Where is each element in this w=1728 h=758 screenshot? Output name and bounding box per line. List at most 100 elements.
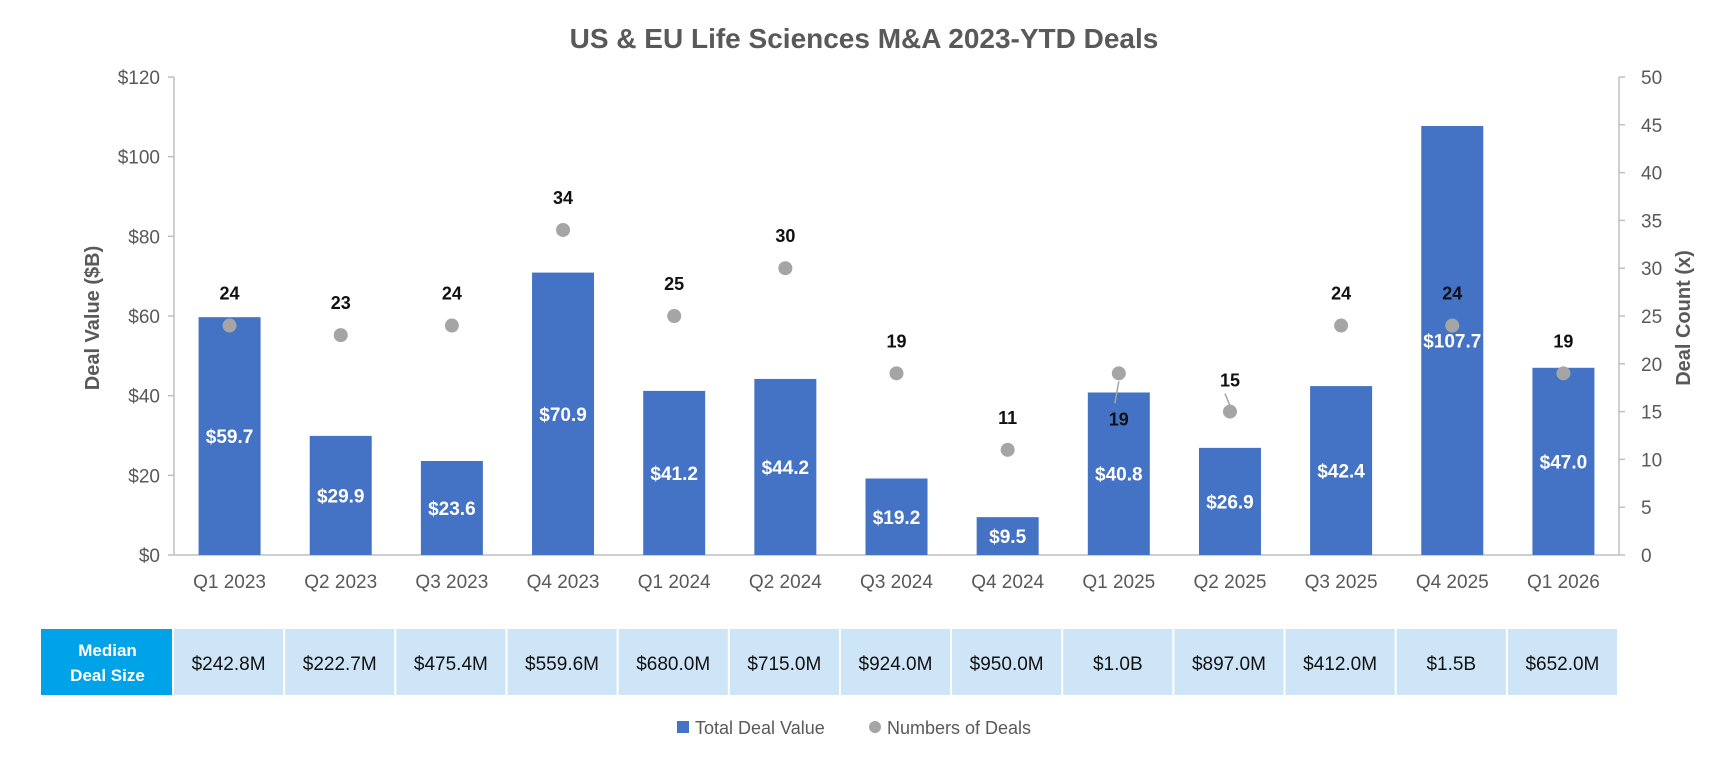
leader-line: [1114, 381, 1120, 404]
y-tick-label: $40: [128, 387, 160, 408]
point-value-label: 23: [331, 293, 351, 313]
point-value-label: 19: [1553, 331, 1573, 351]
x-tick-label: Q3 2023: [415, 572, 488, 593]
median-cell: [840, 629, 951, 695]
median-cell: [1285, 629, 1395, 695]
y2-tick-label: 45: [1641, 116, 1662, 137]
point-value-label: 24: [1331, 284, 1351, 304]
point-value-label: 24: [442, 284, 462, 304]
bar: [1198, 447, 1261, 555]
bar-value-label: $42.4: [1317, 462, 1365, 483]
legend-bar-label: Total Deal Value: [695, 718, 825, 738]
x-tick-label: Q3 2024: [860, 572, 933, 593]
median-cell-value: $950.0M: [970, 654, 1044, 675]
point-value-label: 15: [1220, 371, 1240, 391]
bar: [1532, 367, 1595, 555]
legend-bar-swatch: [677, 721, 689, 733]
bar: [754, 378, 817, 555]
point-value-label: 25: [664, 274, 684, 294]
y2-tick-label: 5: [1641, 498, 1652, 519]
bar-series: $59.7 $29.9 $23.6 $70.9 $41.2 $44.2 $19.2 $9.5 $…: [198, 125, 1595, 556]
bar: [1310, 386, 1373, 555]
x-tick-label: Q4 2025: [1416, 572, 1489, 593]
y2-tick-label: 20: [1641, 355, 1662, 376]
point-value-label: 24: [1442, 284, 1462, 304]
median-cell: [174, 629, 284, 695]
y-tick-label: $20: [128, 466, 160, 487]
bar-value-label: $26.9: [1206, 492, 1254, 513]
median-cell: [507, 629, 617, 695]
point: [778, 261, 793, 276]
y2-tick-label: 10: [1641, 450, 1662, 471]
bar: [532, 272, 595, 555]
point: [889, 366, 904, 381]
y-tick-label: $0: [139, 546, 160, 567]
x-tick-label: Q2 2024: [749, 572, 822, 593]
median-cell: [618, 629, 728, 695]
point: [1445, 318, 1460, 333]
bar-value-label: $59.7: [206, 427, 254, 448]
bar: [865, 478, 928, 555]
median-cell: [285, 629, 395, 695]
x-tick-label: Q1 2025: [1082, 572, 1155, 593]
legend-point-label: Numbers of Deals: [887, 718, 1031, 738]
median-cell-value: $924.0M: [859, 654, 933, 675]
bar: [1087, 392, 1150, 555]
bar-value-label: $29.9: [317, 486, 365, 507]
point-value-label: 19: [886, 331, 906, 351]
median-cell-value: $559.6M: [525, 654, 599, 675]
point-value-label: 24: [220, 284, 240, 304]
median-cell-value: $222.7M: [303, 654, 377, 675]
bar-value-label: $41.2: [650, 464, 698, 485]
median-cell-value: $897.0M: [1192, 654, 1266, 675]
point: [1222, 404, 1237, 419]
legend: Total Deal Value Numbers of Deals: [677, 718, 1031, 738]
y-tick-label: $100: [118, 148, 160, 169]
median-header-line-2: Deal Size: [70, 666, 145, 685]
median-deal-size-table: Median Deal Size $242.8M $222.7M $475.4M $559…: [41, 629, 1617, 695]
median-cell-value: $412.0M: [1303, 654, 1377, 675]
median-header-cell: [41, 629, 172, 695]
point-value-label: 11: [998, 408, 1017, 428]
y-axis-label: Deal Value ($B): [82, 246, 104, 391]
y-tick-label: $120: [118, 68, 160, 89]
median-cell: [1396, 629, 1506, 695]
point: [444, 318, 459, 333]
median-cell-value: $715.0M: [747, 654, 821, 675]
point: [333, 328, 348, 343]
bar-value-label: $40.8: [1095, 465, 1143, 486]
median-cell-value: $242.8M: [192, 654, 266, 675]
point: [1111, 366, 1126, 381]
y2-axis-label: Deal Count (x): [1673, 250, 1695, 386]
point: [1556, 366, 1571, 381]
bar-value-label: $47.0: [1540, 452, 1588, 473]
chart-title: US & EU Life Sciences M&A 2023-YTD Deals: [570, 23, 1159, 54]
x-tick-label: Q1 2023: [193, 572, 266, 593]
point: [1000, 442, 1015, 457]
y2-tick-label: 15: [1641, 403, 1662, 424]
bar: [198, 317, 261, 555]
leader-line: [1224, 393, 1231, 406]
y2-tick-label: 35: [1641, 211, 1662, 232]
bar-value-label: $23.6: [428, 499, 476, 520]
point: [556, 222, 571, 237]
median-cell-value: $475.4M: [414, 654, 488, 675]
axes: $0 $20 $40 $60 $80 $100 $120 0 5 10 15 20 25 30 35 40 45…: [118, 68, 1662, 593]
median-cell: [1174, 629, 1284, 695]
x-tick-label: Q2 2023: [304, 572, 377, 593]
median-header-line-1: Median: [78, 641, 137, 660]
bar: [420, 460, 483, 555]
bar-value-label: $9.5: [989, 527, 1026, 548]
bar-value-label: $19.2: [873, 508, 921, 529]
point: [667, 309, 682, 323]
bar-value-label: $44.2: [762, 458, 810, 479]
y2-tick-label: 40: [1641, 164, 1662, 185]
point: [1334, 318, 1349, 333]
bar: [976, 517, 1039, 555]
point: [222, 318, 237, 333]
x-tick-label: Q2 2025: [1194, 572, 1267, 593]
median-cell: [1063, 629, 1173, 695]
x-tick-label: Q4 2024: [971, 572, 1044, 593]
point-value-label: 34: [553, 188, 573, 208]
bar: [643, 390, 706, 555]
